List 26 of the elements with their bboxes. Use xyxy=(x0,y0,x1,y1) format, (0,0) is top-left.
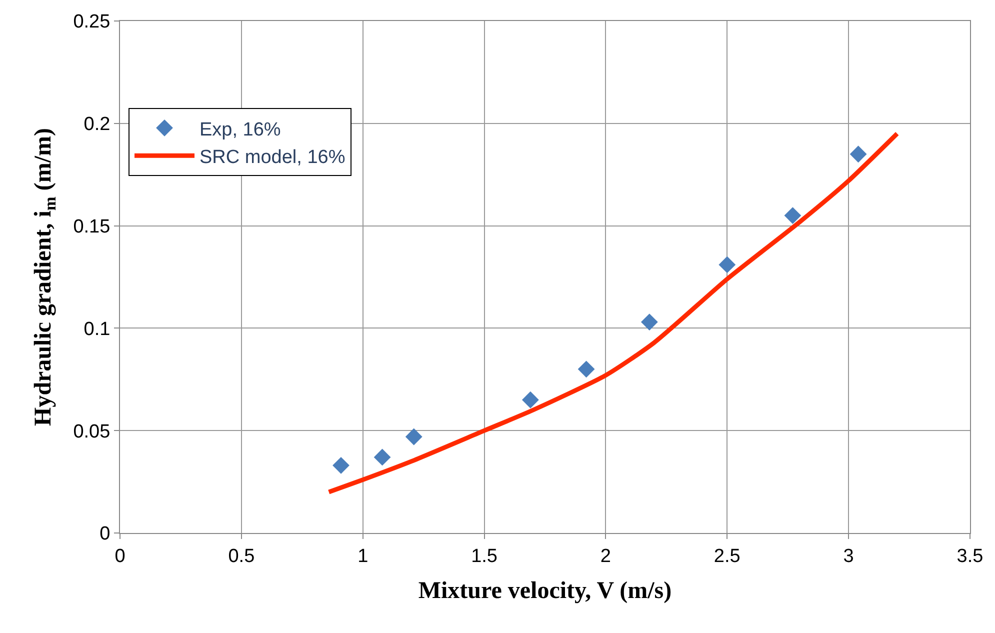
point xyxy=(405,428,422,446)
point xyxy=(784,207,802,224)
point xyxy=(640,314,658,331)
x-tick-label: 1.5 xyxy=(471,546,498,567)
x-tick-label: 3 xyxy=(843,546,854,567)
point xyxy=(850,146,867,163)
legend-label: Exp, 16% xyxy=(200,119,281,140)
x-tick-label: 3.5 xyxy=(956,546,984,567)
y-tick-label: 0.2 xyxy=(84,114,110,136)
x-tick-label: 0.5 xyxy=(228,546,255,567)
point xyxy=(332,456,350,474)
point xyxy=(522,391,539,408)
x-tick-label: 1 xyxy=(358,546,368,567)
point xyxy=(374,448,391,466)
x-tick-label: 2 xyxy=(600,546,611,567)
x-axis-title: Mixture velocity, V (m/s) xyxy=(418,578,672,604)
y-tick-label: 0.25 xyxy=(73,12,110,33)
x-tick-label: 2.5 xyxy=(714,546,740,567)
y-tick-label: 0.15 xyxy=(73,216,110,238)
y-tick-label: 0 xyxy=(100,524,110,545)
point xyxy=(718,256,736,274)
y-tick-label: 0.1 xyxy=(84,318,110,340)
legend-label: SRC model, 16% xyxy=(200,147,346,168)
x-tick-label: 0 xyxy=(114,546,126,567)
y-tick-label: 0.05 xyxy=(73,421,110,442)
point xyxy=(578,360,595,378)
